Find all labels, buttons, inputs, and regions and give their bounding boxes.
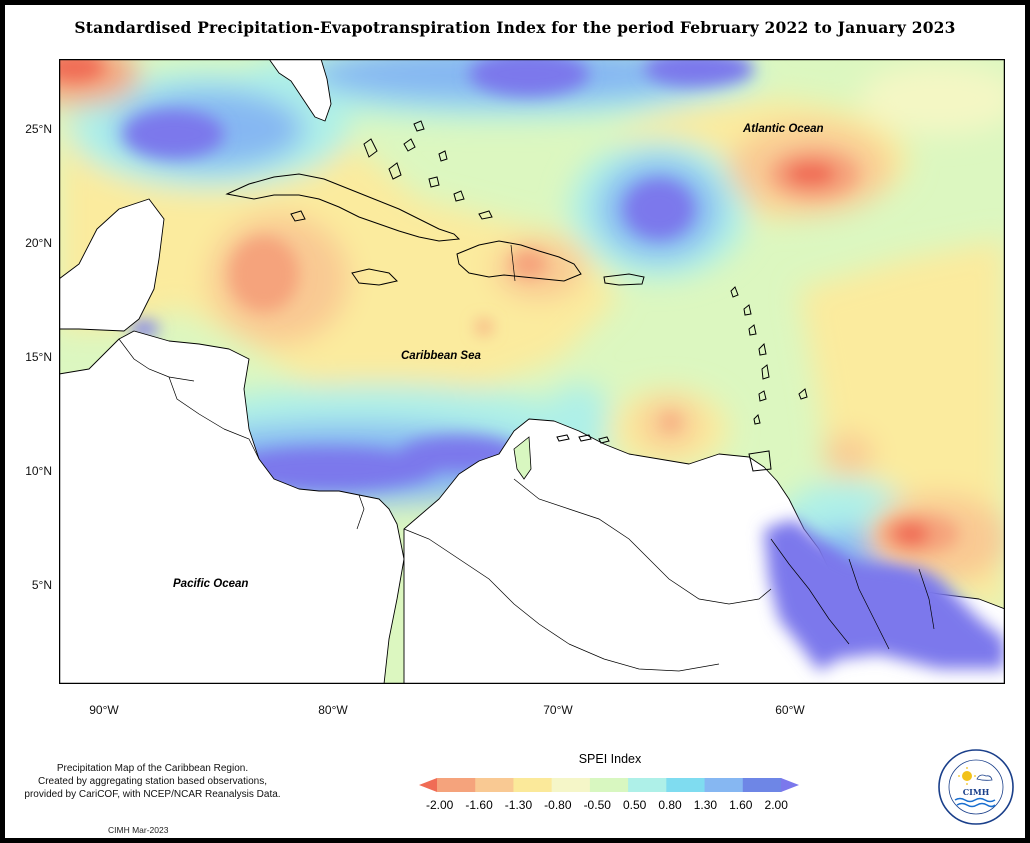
legend-swatch (704, 778, 744, 792)
lon-tick-80w: 80°W (318, 703, 348, 717)
lon-tick-90w: 90°W (89, 703, 119, 717)
lat-tick-5n: 5°N (31, 578, 52, 592)
footnote-line-3: provided by CariCOF, with NCEP/NCAR Rean… (24, 789, 281, 800)
lon-tick-60w: 60°W (775, 703, 805, 717)
spei-map-svg (59, 59, 1005, 684)
map-footnote: Precipitation Map of the Caribbean Regio… (10, 762, 295, 801)
caribbean-sea-label: Caribbean Sea (401, 350, 481, 362)
legend-value: -0.50 (583, 798, 611, 812)
legend-swatch (781, 778, 799, 792)
legend-value: -1.60 (465, 798, 493, 812)
legend-value: -0.80 (544, 798, 572, 812)
legend-value: 0.50 (622, 798, 647, 812)
legend-swatch (628, 778, 667, 792)
legend-value: 1.30 (693, 798, 718, 812)
legend-colorbar (419, 778, 799, 792)
logo-text: CIMH (963, 787, 990, 797)
legend-value: -2.00 (426, 798, 454, 812)
footnote-line-1: Precipitation Map of the Caribbean Regio… (56, 763, 249, 774)
legend-value: -1.30 (504, 798, 533, 812)
legend-labels: -2.00 -1.60 -1.30 -0.80 -0.50 0.50 0.80 … (426, 798, 788, 812)
legend-swatch (437, 778, 476, 792)
legend-swatch (551, 778, 591, 792)
legend-title: SPEI Index (578, 752, 642, 766)
map-credit: CIMH Mar-2023 (108, 825, 169, 835)
legend-swatch (513, 778, 553, 792)
legend-value: 0.80 (658, 798, 682, 812)
legend-swatch (666, 778, 706, 792)
legend-swatch (475, 778, 514, 792)
lon-tick-70w: 70°W (543, 703, 573, 717)
cimh-logo-icon: CIMH (937, 748, 1015, 826)
lat-tick-15n: 15°N (25, 350, 52, 364)
legend-value: 1.60 (729, 798, 753, 812)
pacific-ocean-label: Pacific Ocean (173, 578, 249, 590)
lat-tick-25n: 25°N (25, 122, 52, 136)
footnote-line-2: Created by aggregating station based obs… (37, 776, 268, 787)
legend-swatch (419, 778, 437, 792)
legend-value: 2.00 (764, 798, 788, 812)
map-title: Standardised Precipitation-Evapotranspir… (74, 18, 956, 37)
spei-map (59, 59, 1005, 684)
lat-tick-20n: 20°N (25, 236, 52, 250)
legend-swatch (589, 778, 629, 792)
atlantic-ocean-label: Atlantic Ocean (743, 123, 824, 135)
legend-swatch (742, 778, 782, 792)
lat-tick-10n: 10°N (25, 464, 52, 478)
